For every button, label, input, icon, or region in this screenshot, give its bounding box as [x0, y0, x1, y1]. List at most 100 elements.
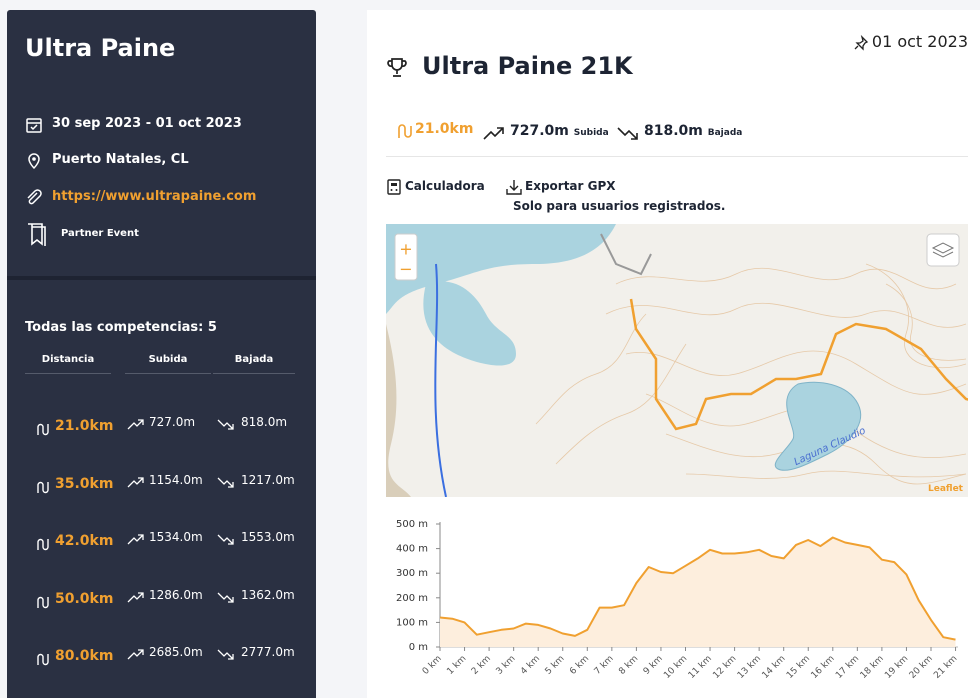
calculator-icon — [387, 179, 401, 195]
ascent-icon — [127, 646, 145, 665]
download-icon — [506, 180, 522, 195]
x-tick-label: 0 km — [421, 654, 444, 677]
x-tick-label: 6 km — [568, 654, 591, 677]
distance-icon — [398, 124, 412, 138]
competitions-title: Todas las competencias: 5 — [25, 320, 217, 335]
zoom-in[interactable]: + — [399, 240, 412, 259]
x-tick-label: 1 km — [445, 654, 468, 677]
race-descent: 818.0m Bajada — [644, 123, 742, 139]
event-location: Puerto Natales, CL — [52, 152, 189, 167]
competition-descent: 818.0m — [241, 415, 288, 429]
column-header: Bajada — [213, 354, 295, 374]
descent-icon — [217, 646, 235, 665]
distance-icon — [35, 651, 53, 670]
x-tick-label: 5 km — [544, 654, 567, 677]
x-tick-label: 8 km — [617, 654, 640, 677]
distance-icon — [35, 479, 53, 498]
divider — [386, 156, 968, 157]
roads — [600, 233, 652, 276]
layers-button[interactable] — [926, 233, 960, 267]
race-ascent: 727.0m Subida — [510, 123, 609, 139]
x-tick-label: 12 km — [711, 654, 738, 681]
competition-distance: 35.0km — [55, 475, 114, 492]
export-button[interactable]: Exportar GPX — [525, 179, 616, 193]
x-tick-label: 20 km — [908, 654, 935, 681]
competition-distance: 80.0km — [55, 648, 114, 664]
x-tick-label: 4 km — [519, 654, 542, 677]
column-header: Distancia — [25, 354, 111, 374]
pin-icon — [854, 35, 869, 51]
descent-icon — [217, 416, 235, 435]
descent-value: 818.0m — [644, 123, 703, 139]
descent-icon — [617, 127, 638, 140]
y-tick-label: 100 m — [396, 617, 428, 628]
lake — [774, 381, 862, 471]
competition-distance: 21.0km — [55, 418, 114, 434]
x-tick-label: 21 km — [932, 654, 959, 681]
ascent-icon — [127, 416, 145, 435]
competition-descent: 1217.0m — [241, 472, 295, 487]
descent-icon — [217, 474, 235, 493]
ascent-icon — [127, 589, 145, 608]
competition-descent: 1553.0m — [241, 530, 295, 544]
map-attribution[interactable]: Leaflet — [928, 484, 964, 494]
distance-icon — [35, 594, 53, 613]
competition-ascent: 1154.0m — [149, 472, 203, 487]
x-tick-label: 17 km — [834, 654, 861, 681]
link-icon — [27, 189, 42, 205]
calendar-icon — [26, 118, 42, 133]
column-header: Subida — [125, 354, 211, 374]
river — [386, 224, 616, 314]
competition-descent: 2777.0m — [241, 645, 295, 659]
map[interactable]: Laguna Claudio + − Leaflet — [386, 224, 968, 497]
x-tick-label: 10 km — [662, 654, 689, 681]
partner-badge: Partner Event — [61, 228, 139, 239]
x-tick-label: 15 km — [785, 654, 812, 681]
sidebar: Ultra Paine 30 sep 2023 - 01 oct 2023 Pu… — [7, 10, 316, 698]
ascent-icon — [127, 474, 145, 493]
distance-icon — [35, 421, 53, 440]
competition-distance: 50.0km — [55, 590, 114, 607]
race-date: 01 oct 2023 — [871, 32, 968, 51]
x-tick-label: 18 km — [859, 654, 886, 681]
competition-ascent: 2685.0m — [149, 645, 203, 659]
event-website[interactable]: https://www.ultrapaine.com — [52, 189, 257, 204]
x-tick-label: 14 km — [761, 654, 788, 681]
calculator-button[interactable]: Calculadora — [405, 179, 485, 193]
competition-ascent: 1286.0m — [149, 587, 203, 602]
y-tick-label: 200 m — [396, 593, 428, 604]
ascent-label: Subida — [573, 128, 609, 138]
main-card: 01 oct 2023 Ultra Paine 21K 21.0km 727.0… — [367, 10, 980, 698]
ascent-icon — [127, 531, 145, 550]
ascent-value: 727.0m — [510, 123, 569, 139]
descent-icon — [217, 531, 235, 550]
descent-icon — [217, 589, 235, 608]
x-tick-label: 2 km — [470, 654, 493, 677]
race-title: Ultra Paine 21K — [422, 52, 633, 80]
layers-icon — [931, 242, 955, 258]
event-title: Ultra Paine — [25, 34, 176, 62]
descent-label: Bajada — [707, 128, 743, 138]
ascent-icon — [483, 127, 504, 140]
stream — [434, 263, 447, 497]
partner-icon — [28, 223, 46, 246]
y-tick-label: 500 m — [396, 519, 428, 530]
separator — [7, 276, 316, 280]
y-tick-label: 300 m — [396, 568, 428, 579]
y-tick-label: 400 m — [396, 544, 428, 555]
x-tick-label: 19 km — [883, 654, 910, 681]
zoom-out[interactable]: − — [399, 260, 412, 279]
distance-icon — [35, 536, 53, 555]
elevation-chart: 0 m 100 m 200 m 300 m 400 m 500 m 0 km 1 km 2 km… — [396, 519, 959, 681]
export-note: Solo para usuarios registrados. — [513, 199, 726, 213]
trophy-icon — [387, 58, 407, 77]
x-tick-label: 16 km — [810, 654, 837, 681]
area-fill — [440, 537, 956, 647]
competition-distance: 42.0km — [55, 533, 114, 549]
water — [423, 281, 516, 366]
route — [629, 298, 968, 431]
cliff — [386, 324, 411, 497]
elevation-line — [439, 536, 956, 641]
event-dates: 30 sep 2023 - 01 oct 2023 — [52, 116, 242, 131]
